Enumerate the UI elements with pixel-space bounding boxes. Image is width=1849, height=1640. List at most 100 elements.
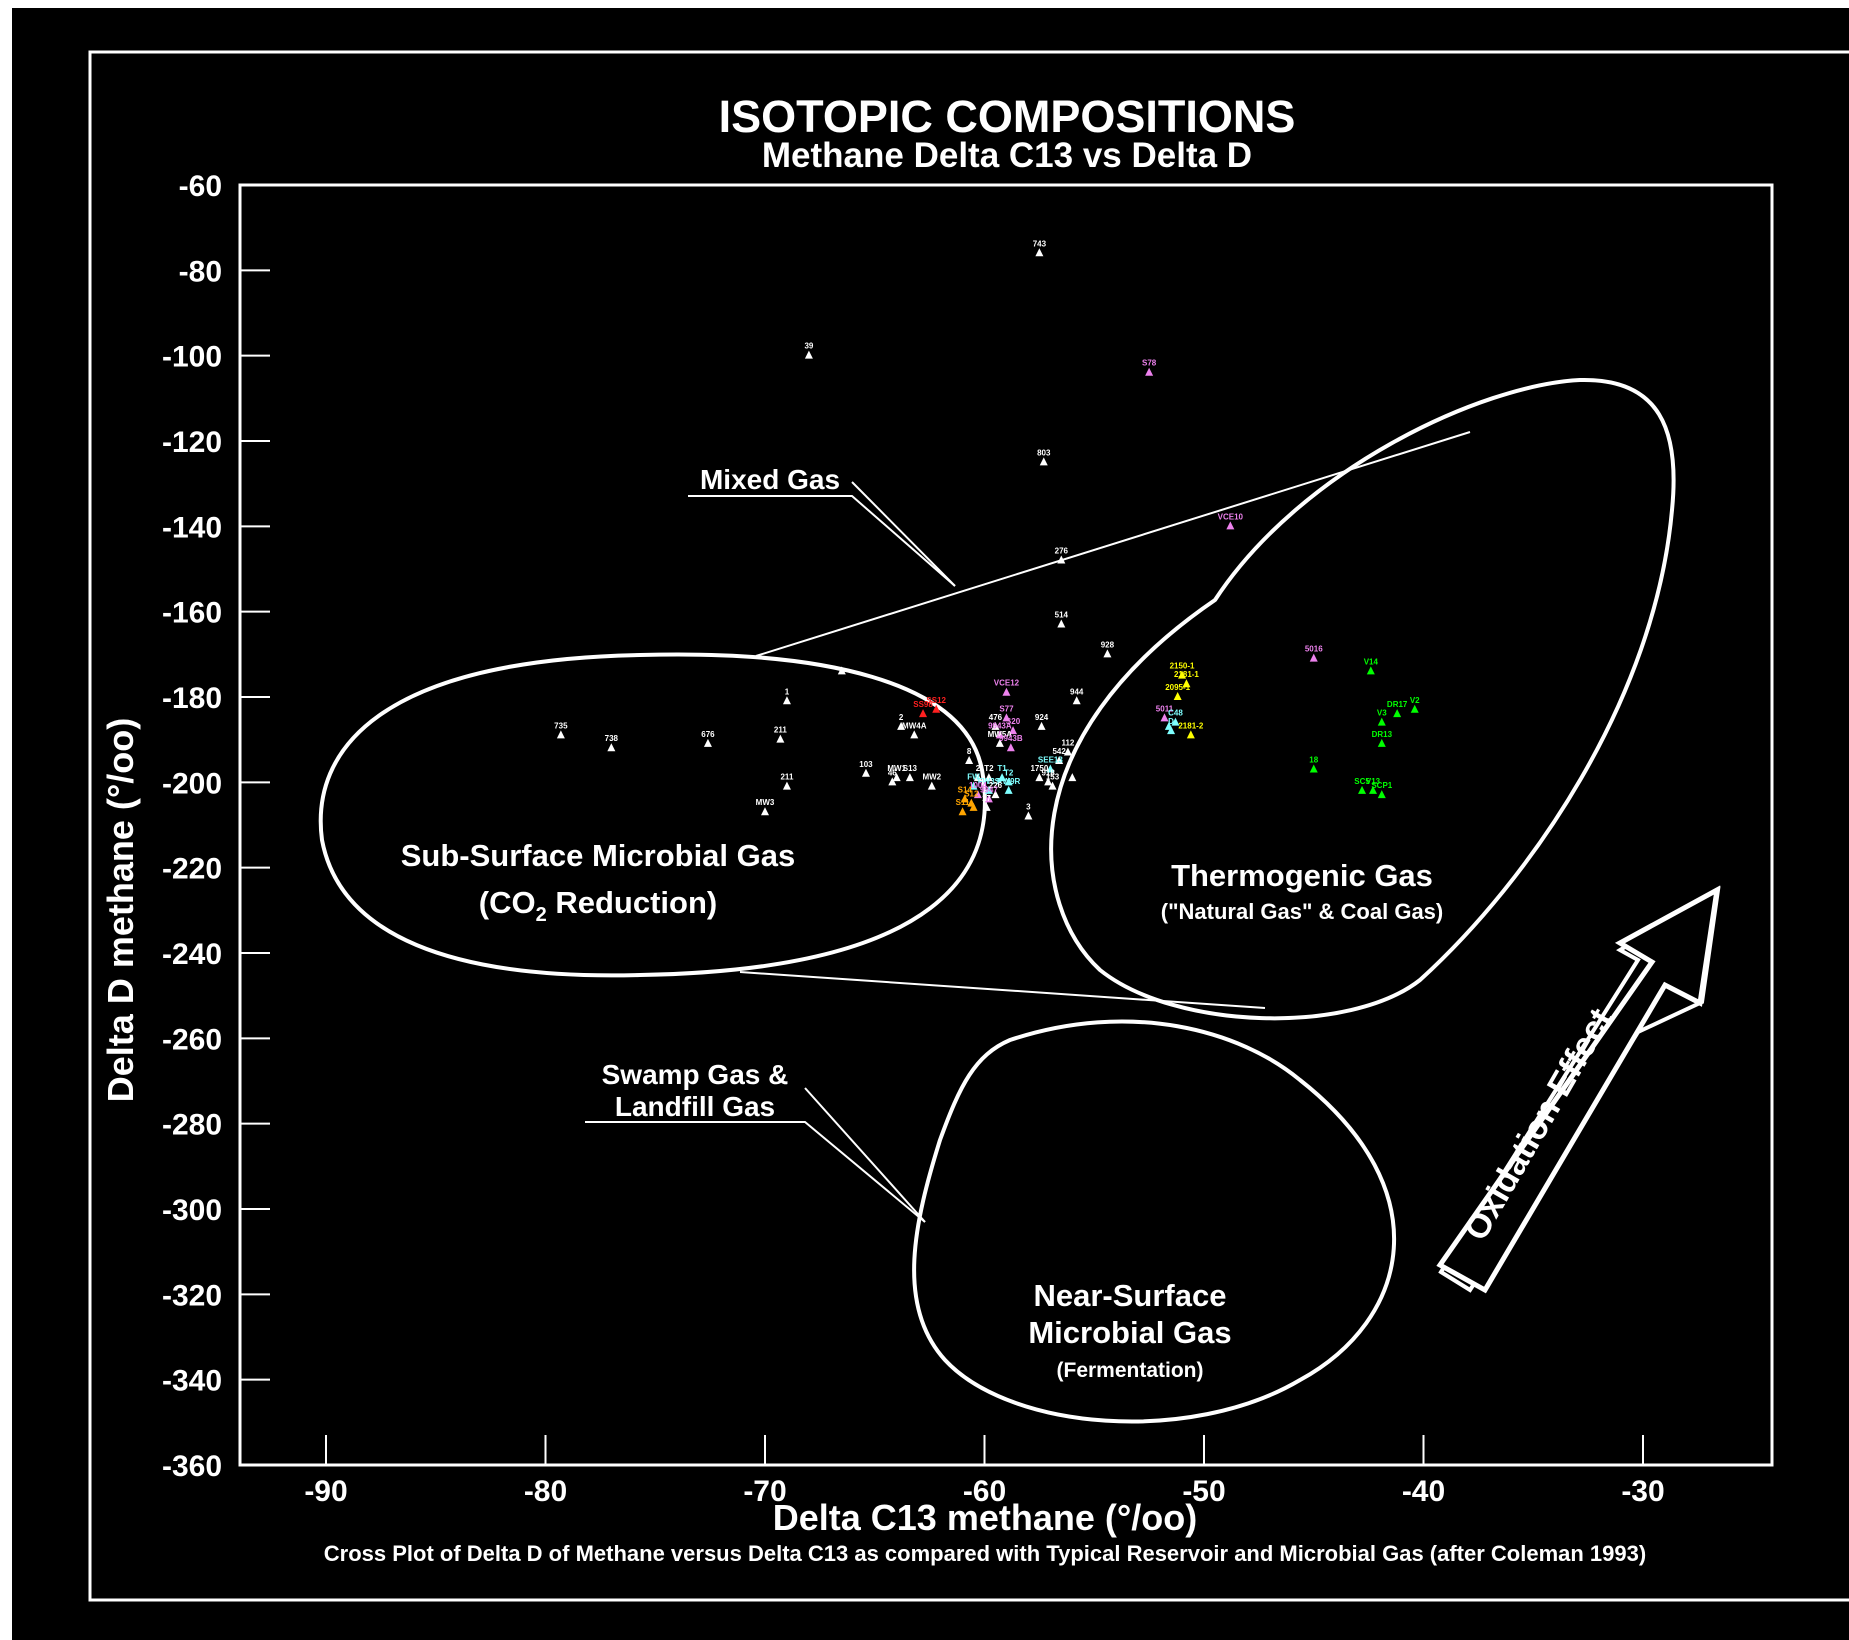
swamp-gas-leader xyxy=(585,1121,926,1223)
data-point-label: 928 xyxy=(1101,640,1115,649)
data-point xyxy=(1068,773,1077,782)
data-point xyxy=(1377,717,1386,726)
data-point-label: SEE13 xyxy=(1038,756,1063,765)
data-point xyxy=(1167,726,1176,735)
near-surface-label-line1: Near-Surface xyxy=(1034,1278,1227,1313)
thermogenic-label: Thermogenic Gas xyxy=(1171,858,1433,893)
data-point-label: DR17 xyxy=(1387,700,1408,709)
data-point-label: MW5A xyxy=(988,730,1013,739)
chart-subtitle: Methane Delta C13 vs Delta D xyxy=(762,136,1252,175)
y-axis: -60 -80 -100 -120 -140 -160 -180 -200 -220 -240 -2… xyxy=(162,170,270,1483)
x-tick-label: -40 xyxy=(1402,1475,1445,1508)
data-point-label: 226 xyxy=(989,781,1003,790)
mixed-gas-label: Mixed Gas xyxy=(700,464,840,495)
data-point xyxy=(1377,790,1386,799)
data-point xyxy=(1369,785,1378,794)
data-point-label: V2 xyxy=(1410,696,1420,705)
mixed-gas-upper-line xyxy=(755,431,1471,657)
y-tick-label: -320 xyxy=(162,1279,222,1312)
data-point xyxy=(982,802,991,811)
data-point xyxy=(892,773,901,782)
data-point xyxy=(995,738,1004,747)
figure-background xyxy=(12,8,1849,1640)
data-point-label: 2181-1 xyxy=(1174,670,1199,679)
mixed-gas-leader xyxy=(688,495,956,587)
y-tick-label: -340 xyxy=(162,1365,222,1398)
data-point xyxy=(1057,555,1066,564)
region-thermogenic-shape xyxy=(1049,377,1676,1021)
data-point-label: SCP1 xyxy=(1371,781,1392,790)
data-point xyxy=(984,773,993,782)
data-point xyxy=(1002,687,1011,696)
data-point-label: 153 xyxy=(1046,773,1060,782)
data-point xyxy=(991,790,1000,799)
data-point xyxy=(782,781,791,790)
x-axis: -90 -80 -70 -60 -50 -40 -30 xyxy=(304,1435,1665,1508)
data-point xyxy=(1160,713,1169,722)
data-point xyxy=(776,734,785,743)
data-point xyxy=(1410,704,1419,713)
data-point xyxy=(1002,713,1011,722)
data-point-label: DR13 xyxy=(1372,730,1393,739)
data-point xyxy=(932,704,941,713)
data-point xyxy=(1009,726,1018,735)
data-point xyxy=(973,773,982,782)
data-point-label: 8 xyxy=(967,747,972,756)
data-point xyxy=(1063,747,1072,756)
data-point xyxy=(1044,777,1053,786)
data-point xyxy=(969,802,978,811)
data-point xyxy=(1377,738,1386,747)
data-point-label: T2 xyxy=(984,764,994,773)
data-point-label: 476 xyxy=(989,713,1003,722)
data-point-label: 676 xyxy=(701,730,715,739)
data-point xyxy=(984,794,993,803)
data-point-label: VCE10 xyxy=(1218,512,1244,521)
data-point xyxy=(1145,367,1154,376)
data-point xyxy=(958,807,967,816)
data-point-label: 9943B xyxy=(999,734,1023,743)
y-tick-label: -180 xyxy=(162,682,222,715)
data-point-label: FW xyxy=(967,773,980,782)
data-point-label: 1 xyxy=(785,687,790,696)
data-point-label: 112 xyxy=(1061,738,1074,747)
data-point-label: MW2 xyxy=(922,773,941,782)
data-point-label: MW1 xyxy=(887,764,906,773)
data-point xyxy=(927,781,936,790)
sub-surface-label: Sub-Surface Microbial Gas xyxy=(401,838,796,873)
data-point xyxy=(1035,773,1044,782)
thermogenic-sublabel: ("Natural Gas" & Coal Gas) xyxy=(1161,899,1444,924)
data-point-label: S77 xyxy=(999,704,1014,713)
data-point xyxy=(1358,785,1367,794)
y-tick-label: -300 xyxy=(162,1194,222,1227)
data-point-label: 738 xyxy=(605,734,619,743)
data-point-label: 2150-1 xyxy=(1170,662,1195,671)
near-surface-label-line2: Microbial Gas xyxy=(1028,1315,1231,1350)
x-tick-label: -50 xyxy=(1182,1475,1225,1508)
y-tick-label: -360 xyxy=(162,1450,222,1483)
data-point-label: 39 xyxy=(804,342,813,351)
swamp-gas-label-line1: Swamp Gas & xyxy=(602,1059,789,1090)
y-tick-label: -260 xyxy=(162,1023,222,1056)
data-point-label: MW4A xyxy=(902,721,927,730)
data-point xyxy=(1182,679,1191,688)
data-point xyxy=(888,777,897,786)
data-point xyxy=(1309,764,1318,773)
data-point-label: 9947 xyxy=(980,785,998,794)
data-point-label: 2 xyxy=(976,764,981,773)
data-point-label: 5016 xyxy=(1305,645,1323,654)
data-point-label: 1004 xyxy=(969,781,987,790)
y-tick-label: -160 xyxy=(162,597,222,630)
data-point-label: 918 xyxy=(1041,768,1055,777)
data-point xyxy=(1035,248,1044,257)
data-point xyxy=(703,738,712,747)
x-tick-label: -80 xyxy=(524,1475,567,1508)
data-point xyxy=(1173,692,1182,700)
data-point-label: V13 xyxy=(1366,777,1381,786)
region-near-surface-shape xyxy=(912,1019,1397,1424)
data-point-label: 2 xyxy=(899,713,904,722)
data-point-label: 9943A xyxy=(988,721,1012,730)
data-point xyxy=(1178,670,1187,679)
data-point xyxy=(1039,457,1048,466)
data-point xyxy=(1024,811,1033,820)
